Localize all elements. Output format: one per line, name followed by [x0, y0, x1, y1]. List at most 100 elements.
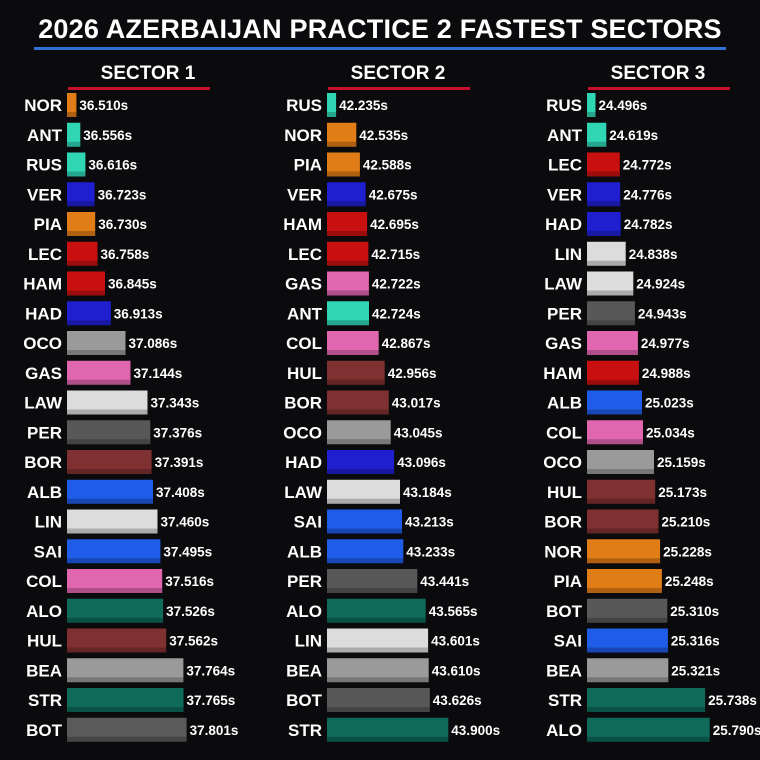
- bar-row: PER 37.376s: [27, 420, 202, 445]
- bar-shade: [67, 201, 95, 207]
- bar-shade: [327, 677, 429, 683]
- time-label: 43.017s: [392, 396, 441, 411]
- bar-shade: [587, 677, 669, 683]
- time-label: 42.724s: [372, 306, 421, 321]
- bar-row: BOT 25.310s: [546, 598, 719, 623]
- driver-label: BEA: [286, 661, 322, 680]
- sector-1-panel: SECTOR 1 NOR 36.510s ANT 36.556s RUS 36.616s V…: [10, 60, 250, 750]
- bar-row: OCO 37.086s: [23, 331, 177, 355]
- driver-label: PIA: [34, 215, 62, 234]
- bar-row: BOT 43.626s: [286, 688, 482, 712]
- bar-row: BOR 43.017s: [284, 390, 441, 415]
- bar: [327, 212, 368, 236]
- bar-row: BOR 25.210s: [544, 509, 710, 534]
- bar-shade: [327, 290, 369, 296]
- driver-label: ALO: [26, 602, 62, 621]
- time-label: 37.516s: [165, 574, 214, 589]
- time-label: 36.510s: [79, 98, 128, 113]
- bar-shade: [587, 171, 620, 177]
- bar: [67, 182, 95, 207]
- sector-1-title: SECTOR 1: [100, 63, 196, 84]
- driver-label: HAM: [23, 275, 62, 294]
- driver-label: COL: [286, 334, 322, 353]
- driver-label: ALO: [546, 721, 582, 740]
- time-label: 43.601s: [431, 634, 480, 649]
- bar-row: RUS 36.616s: [26, 152, 137, 177]
- bar: [67, 569, 163, 593]
- bar-shade: [67, 439, 151, 445]
- time-label: 43.565s: [429, 604, 478, 619]
- bar-row: ALB 43.233s: [287, 539, 455, 564]
- bar-shade: [327, 171, 360, 177]
- bar-row: HAD 43.096s: [285, 450, 446, 474]
- time-label: 25.248s: [665, 574, 714, 589]
- bar-row: ANT 42.724s: [287, 301, 421, 326]
- bar-shade: [587, 439, 643, 445]
- bar-row: OCO 43.045s: [283, 420, 443, 445]
- driver-label: LIN: [295, 632, 322, 651]
- bar: [327, 569, 418, 593]
- time-label: 25.159s: [657, 455, 706, 470]
- bar: [67, 598, 164, 623]
- time-label: 43.233s: [406, 544, 455, 559]
- bar-shade: [67, 112, 77, 117]
- bar-row: ANT 24.619s: [547, 122, 658, 147]
- driver-label: VER: [287, 185, 322, 204]
- bar: [327, 688, 430, 712]
- driver-label: RUS: [546, 96, 582, 115]
- bar-row: NOR 36.510s: [24, 93, 128, 117]
- bar: [67, 479, 153, 504]
- driver-label: VER: [547, 185, 582, 204]
- bar-shade: [327, 617, 426, 623]
- time-label: 42.867s: [382, 336, 431, 351]
- time-label: 25.316s: [671, 634, 720, 649]
- bar: [327, 360, 385, 385]
- driver-label: LAW: [544, 275, 583, 294]
- time-label: 42.715s: [371, 247, 420, 262]
- driver-label: BEA: [26, 661, 62, 680]
- driver-label: ALB: [547, 394, 582, 413]
- driver-label: ANT: [547, 126, 583, 145]
- time-label: 37.086s: [129, 336, 178, 351]
- bar: [327, 122, 357, 147]
- time-label: 25.228s: [663, 544, 712, 559]
- driver-label: BOT: [546, 602, 583, 621]
- bar-shade: [67, 141, 81, 147]
- driver-label: BOR: [284, 394, 322, 413]
- bar-shade: [67, 379, 131, 385]
- bar: [587, 509, 659, 534]
- bar-shade: [67, 617, 164, 623]
- driver-label: LEC: [548, 156, 582, 175]
- time-label: 24.776s: [623, 187, 672, 202]
- bar-shade: [67, 647, 167, 653]
- time-label: 25.023s: [645, 396, 694, 411]
- bar-row: PIA 42.588s: [294, 152, 412, 177]
- bar-row: HUL 42.956s: [287, 360, 437, 385]
- time-label: 37.495s: [163, 544, 212, 559]
- driver-label: NOR: [544, 542, 582, 561]
- bar: [327, 539, 404, 564]
- sector-3-chart: RUS 24.496s ANT 24.619s LEC 24.772s VER 24.776s…: [543, 93, 760, 742]
- time-label: 37.765s: [187, 693, 236, 708]
- sector-2-title: SECTOR 2: [350, 63, 446, 84]
- time-label: 37.376s: [153, 425, 202, 440]
- bar-shade: [327, 379, 385, 385]
- driver-label: SAI: [294, 513, 322, 532]
- bar-shade: [587, 201, 621, 207]
- bar-row: STR 25.738s: [548, 688, 757, 712]
- bar-shade: [67, 677, 184, 683]
- time-label: 37.526s: [166, 604, 215, 619]
- bar-shade: [587, 528, 659, 534]
- driver-label: HUL: [547, 483, 582, 502]
- bar-row: VER 36.723s: [27, 182, 146, 207]
- bar-row: GAS 42.722s: [285, 271, 421, 296]
- bar-shade: [327, 350, 379, 355]
- bar: [587, 122, 607, 147]
- bar-row: NOR 42.535s: [284, 122, 408, 147]
- time-label: 24.988s: [642, 366, 691, 381]
- bar-row: RUS 42.235s: [286, 93, 388, 117]
- bar-shade: [587, 707, 706, 712]
- time-label: 36.730s: [98, 217, 147, 232]
- bar: [587, 628, 668, 653]
- time-label: 24.772s: [623, 158, 672, 173]
